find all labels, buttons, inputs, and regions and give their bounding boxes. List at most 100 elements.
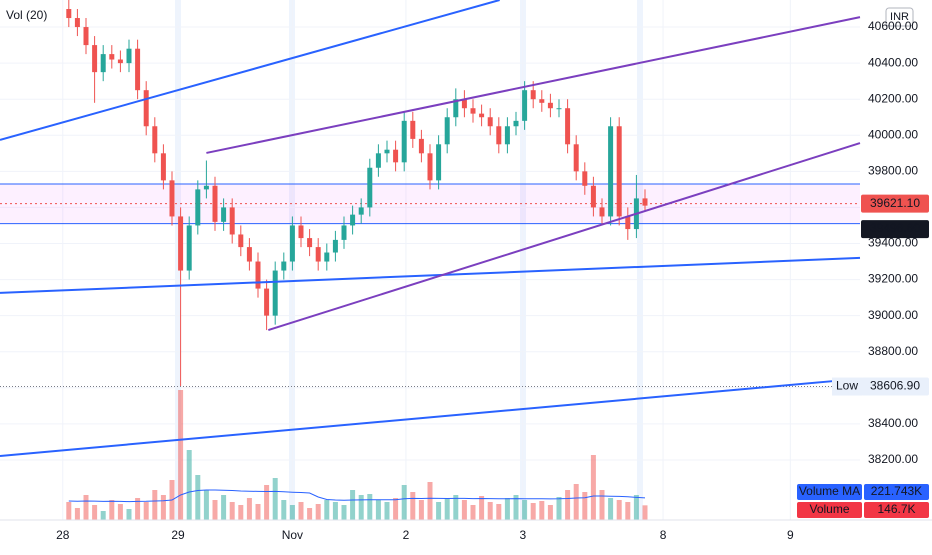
candle-body — [307, 238, 313, 248]
volume-bar — [470, 505, 476, 520]
candle-body — [384, 149, 390, 154]
candle-body — [461, 99, 467, 109]
indicator-title: Vol (20) — [6, 8, 47, 22]
volume-bar — [496, 504, 502, 520]
currency[interactable]: INR — [890, 11, 909, 23]
candle-body — [74, 18, 80, 28]
volume-bar — [633, 495, 639, 520]
candle-body — [530, 90, 536, 100]
candle-body — [418, 138, 424, 154]
candle-body — [143, 90, 149, 127]
candle-body — [539, 99, 545, 103]
candle-body — [367, 167, 373, 208]
candle-body — [246, 247, 252, 262]
candle-body — [582, 171, 588, 186]
candle-body — [547, 102, 553, 109]
volume-bar — [289, 505, 295, 520]
y-tick-label: 38400.00 — [868, 416, 918, 430]
low-name-box — [832, 377, 862, 396]
volume-bar — [444, 498, 450, 520]
volume-bar — [384, 502, 390, 520]
volume-bar — [143, 502, 149, 520]
y-tick-label: 40200.00 — [868, 91, 918, 105]
y-tick-label: 40000.00 — [868, 127, 918, 141]
candle-body — [565, 108, 571, 145]
volume-bar — [375, 500, 381, 520]
volume-label-value-box — [864, 502, 929, 518]
volume-bar — [358, 495, 364, 520]
candle-body — [556, 108, 562, 110]
volume-bar — [539, 501, 545, 520]
candle-body — [324, 252, 330, 262]
candle-body — [83, 27, 89, 46]
y-tick-label: 40600.00 — [868, 19, 918, 33]
y-tick-label: 39200.00 — [868, 272, 918, 286]
volume-ma-label-value: 221.743K — [871, 484, 922, 498]
x-tick-label: 9 — [787, 528, 794, 542]
y-tick-label: 39000.00 — [868, 308, 918, 322]
candle-body — [616, 126, 622, 217]
candle-body — [608, 126, 614, 217]
volume-bar — [608, 498, 614, 520]
candle-body — [358, 207, 364, 215]
x-tick-label: 8 — [660, 528, 667, 542]
candle-body — [126, 48, 132, 64]
currency-box[interactable] — [885, 7, 914, 27]
volume-bar — [401, 485, 407, 520]
last-price-label-box — [861, 194, 929, 213]
volume-ma-label-value-box — [864, 484, 929, 500]
candle-body — [625, 216, 631, 230]
volume-bar — [341, 505, 347, 520]
volume-bar — [513, 495, 519, 520]
candle-body — [341, 225, 347, 240]
trend-line — [0, 0, 500, 141]
candle-body — [393, 149, 399, 163]
trend-line — [206, 16, 861, 154]
volume-bar — [229, 502, 235, 520]
volume-bar — [393, 498, 399, 520]
volume-label-name: Volume — [809, 502, 849, 516]
candle-body — [203, 185, 209, 190]
candle-body — [504, 126, 510, 145]
volume-bar — [117, 504, 123, 520]
volume-bar — [556, 497, 562, 520]
candle-body — [109, 54, 115, 60]
volume-bar — [479, 496, 485, 520]
volume-bar — [530, 503, 536, 520]
y-tick-label: 38800.00 — [868, 344, 918, 358]
volume-bar — [135, 498, 141, 520]
candle-body — [195, 189, 201, 226]
volume-bar — [547, 505, 553, 520]
volume-bar — [436, 502, 442, 520]
candle-body — [100, 54, 106, 73]
volume-bar — [238, 505, 244, 520]
volume-bar — [582, 492, 588, 520]
low-value-label-box — [861, 377, 929, 396]
candle-body — [444, 117, 450, 145]
candle-body — [152, 126, 158, 154]
volume-bar — [642, 505, 648, 520]
candle-body — [298, 225, 304, 239]
candle-body — [221, 207, 227, 222]
volume-bar — [160, 495, 166, 520]
candle-body — [436, 144, 442, 181]
last-price-label: 39621.10 — [870, 196, 920, 210]
candle-body — [642, 198, 648, 206]
candle-body — [522, 90, 528, 121]
volume-label-value: 146.7K — [877, 502, 915, 516]
volume-ma-line — [68, 489, 646, 503]
volume-bar — [350, 490, 356, 520]
volume-bar — [590, 455, 596, 520]
candle-body — [169, 180, 175, 217]
x-tick-label: 29 — [171, 528, 185, 542]
trend-line — [0, 379, 836, 457]
candle-body — [92, 45, 98, 73]
low-name: Low — [836, 379, 858, 393]
y-tick-label: 38200.00 — [868, 452, 918, 466]
candle-body — [599, 207, 605, 217]
candle-body — [350, 214, 356, 226]
volume-bar — [100, 511, 106, 520]
volume-bar — [281, 500, 287, 520]
volume-bar — [66, 502, 72, 520]
candle-body — [186, 225, 192, 271]
